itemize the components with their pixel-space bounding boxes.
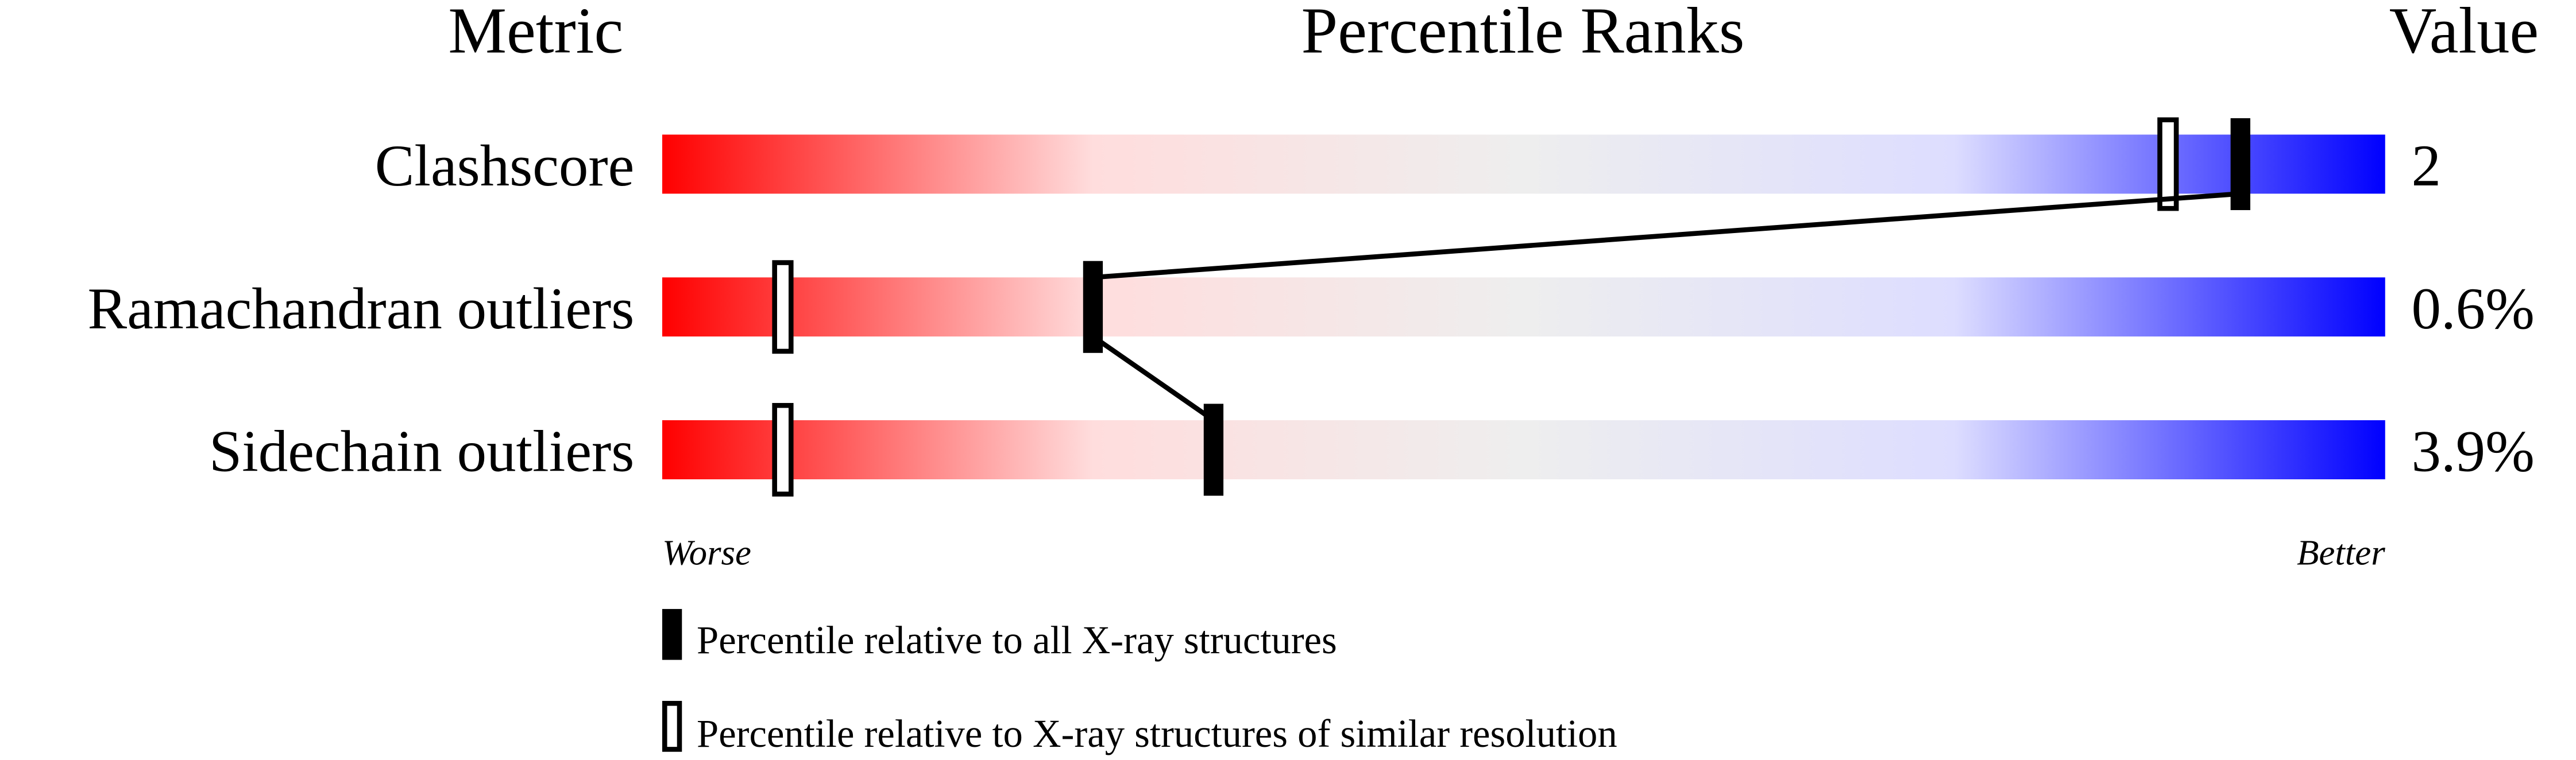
legend-filled-label: Percentile relative to all X-ray structu… — [697, 618, 1337, 662]
metric-value: 2 — [2411, 133, 2440, 199]
metric-label: Clashscore — [375, 133, 635, 199]
similar-resolution-marker — [772, 260, 794, 354]
metric-label: Sidechain outliers — [209, 419, 634, 484]
better-label: Better — [2297, 533, 2385, 573]
connector-line — [1091, 334, 1215, 422]
header-value: Value — [2389, 0, 2539, 67]
header-percentile-ranks: Percentile Ranks — [1301, 0, 1745, 67]
legend-hollow-marker — [662, 701, 682, 752]
header-metric: Metric — [448, 0, 623, 67]
connector-line — [1092, 191, 2241, 280]
metric-value: 0.6% — [2411, 276, 2534, 342]
similar-resolution-marker — [772, 403, 794, 497]
similar-resolution-marker — [2157, 117, 2179, 211]
worse-label: Worse — [662, 533, 751, 573]
percentile-bar — [662, 134, 2385, 194]
percentile-bar — [662, 277, 2385, 337]
legend-filled-marker — [662, 608, 682, 660]
metric-label: Ramachandran outliers — [88, 276, 635, 342]
percentile-bar — [662, 420, 2385, 480]
metric-value: 3.9% — [2411, 419, 2534, 484]
legend-hollow-label: Percentile relative to X-ray structures … — [697, 712, 1617, 755]
